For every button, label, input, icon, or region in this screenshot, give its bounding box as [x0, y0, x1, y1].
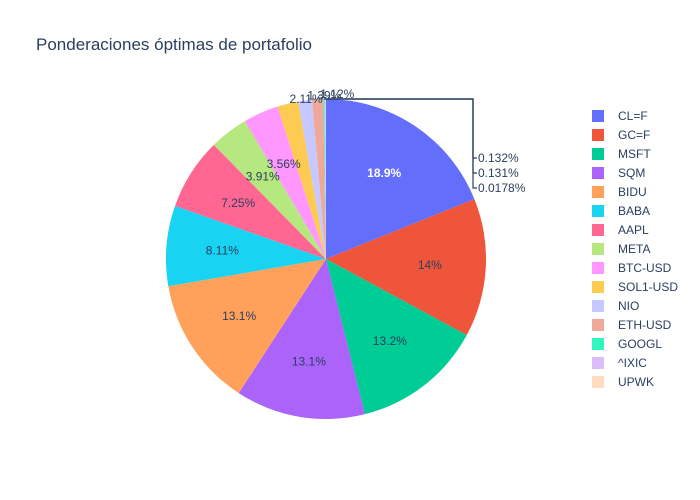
slice-label-meta: 3.91% [246, 169, 280, 183]
pie-slice-googl[interactable] [323, 99, 326, 259]
legend-item-bidu[interactable]: BIDU [592, 185, 647, 199]
chart-title: Ponderaciones óptimas de portafolio [36, 35, 312, 54]
legend-label-meta: META [618, 242, 650, 256]
legend-swatch-ixic [592, 357, 604, 369]
slice-labels: 18.9% 14% 13.2% 13.1% 13.1% 8.11% 7.25% 3.91%3.… [206, 87, 526, 368]
slice-label-bidu: 13.1% [222, 309, 256, 323]
slice-label-gc-f: 14% [418, 258, 442, 272]
legend-swatch-bidu [592, 186, 604, 198]
legend: CL=F GC=F MSFT SQM BIDU BABA AAPL META BTC-USD SO… [592, 109, 678, 389]
legend-label-btc-usd: BTC-USD [618, 261, 672, 275]
legend-label-ixic: ^IXIC [618, 356, 647, 370]
pie-slice-bidu[interactable] [168, 259, 326, 394]
pie-slice-cl-f[interactable] [326, 99, 475, 259]
slice-label-aapl: 7.25% [221, 196, 255, 210]
legend-item-googl[interactable]: GOOGL [592, 337, 662, 351]
legend-item-aapl[interactable]: AAPL [592, 223, 649, 237]
legend-swatch-aapl [592, 224, 604, 236]
slice-label-btc-usd: 3.56% [267, 157, 301, 171]
legend-label-eth-usd: ETH-USD [618, 318, 672, 332]
legend-label-sol1-usd: SOL1-USD [618, 280, 678, 294]
legend-swatch-cl-f [592, 110, 604, 122]
slice-label-upwk: 0.0178% [478, 181, 526, 195]
legend-swatch-btc-usd [592, 262, 604, 274]
slice-label-ixic: 0.131% [478, 166, 519, 180]
legend-label-upwk: UPWK [618, 375, 654, 389]
legend-item-meta[interactable]: META [592, 242, 650, 256]
pie-slice-msft[interactable] [326, 259, 467, 415]
slice-label-baba: 8.11% [206, 243, 239, 257]
pie-slice-sol1-usd[interactable] [277, 101, 326, 259]
pie-slice-sqm[interactable] [238, 259, 365, 419]
slice-label-eth-usd: 1.12% [320, 87, 354, 101]
legend-label-sqm: SQM [618, 166, 645, 180]
leader-line-googl [323, 98, 477, 159]
slice-label-msft: 13.2% [373, 334, 407, 348]
legend-label-msft: MSFT [618, 147, 651, 161]
legend-label-googl: GOOGL [618, 337, 662, 351]
legend-item-sqm[interactable]: SQM [592, 166, 645, 180]
legend-item-ixic[interactable]: ^IXIC [592, 356, 647, 370]
legend-swatch-upwk [592, 376, 604, 388]
legend-label-cl-f: CL=F [618, 109, 648, 123]
pie-slice-btc-usd[interactable] [244, 106, 326, 259]
legend-item-msft[interactable]: MSFT [592, 147, 651, 161]
slice-label-googl: 0.132% [478, 151, 519, 165]
legend-label-gc-f: GC=F [618, 128, 650, 142]
pie-slice-nio[interactable] [298, 99, 326, 259]
legend-label-aapl: AAPL [618, 223, 649, 237]
legend-swatch-eth-usd [592, 319, 604, 331]
legend-swatch-sqm [592, 167, 604, 179]
legend-swatch-msft [592, 148, 604, 160]
legend-item-gc-f[interactable]: GC=F [592, 128, 650, 142]
legend-item-eth-usd[interactable]: ETH-USD [592, 318, 672, 332]
legend-item-upwk[interactable]: UPWK [592, 375, 654, 389]
legend-label-bidu: BIDU [618, 185, 647, 199]
pie-slice-aapl[interactable] [175, 144, 326, 259]
legend-item-sol1-usd[interactable]: SOL1-USD [592, 280, 678, 294]
legend-swatch-baba [592, 205, 604, 217]
legend-swatch-meta [592, 243, 604, 255]
legend-label-baba: BABA [618, 204, 650, 218]
pie-slice-ixic[interactable] [324, 99, 326, 260]
pie-slice-meta[interactable] [213, 121, 326, 260]
legend-label-nio: NIO [618, 299, 639, 313]
slice-label-cl-f: 18.9% [367, 166, 401, 180]
legend-swatch-googl [592, 338, 604, 350]
slice-label-sqm: 13.1% [292, 355, 326, 369]
slice-label-sol1-usd: 2.11% [290, 92, 323, 106]
pie-slices [166, 99, 486, 419]
pie-slice-gc-f[interactable] [326, 199, 486, 336]
pie-slice-eth-usd[interactable] [311, 99, 326, 259]
legend-swatch-nio [592, 300, 604, 312]
legend-item-cl-f[interactable]: CL=F [592, 109, 648, 123]
legend-swatch-gc-f [592, 129, 604, 141]
legend-item-baba[interactable]: BABA [592, 204, 650, 218]
legend-item-btc-usd[interactable]: BTC-USD [592, 261, 672, 275]
pie-slice-baba[interactable] [166, 205, 326, 287]
legend-swatch-sol1-usd [592, 281, 604, 293]
legend-item-nio[interactable]: NIO [592, 299, 639, 313]
